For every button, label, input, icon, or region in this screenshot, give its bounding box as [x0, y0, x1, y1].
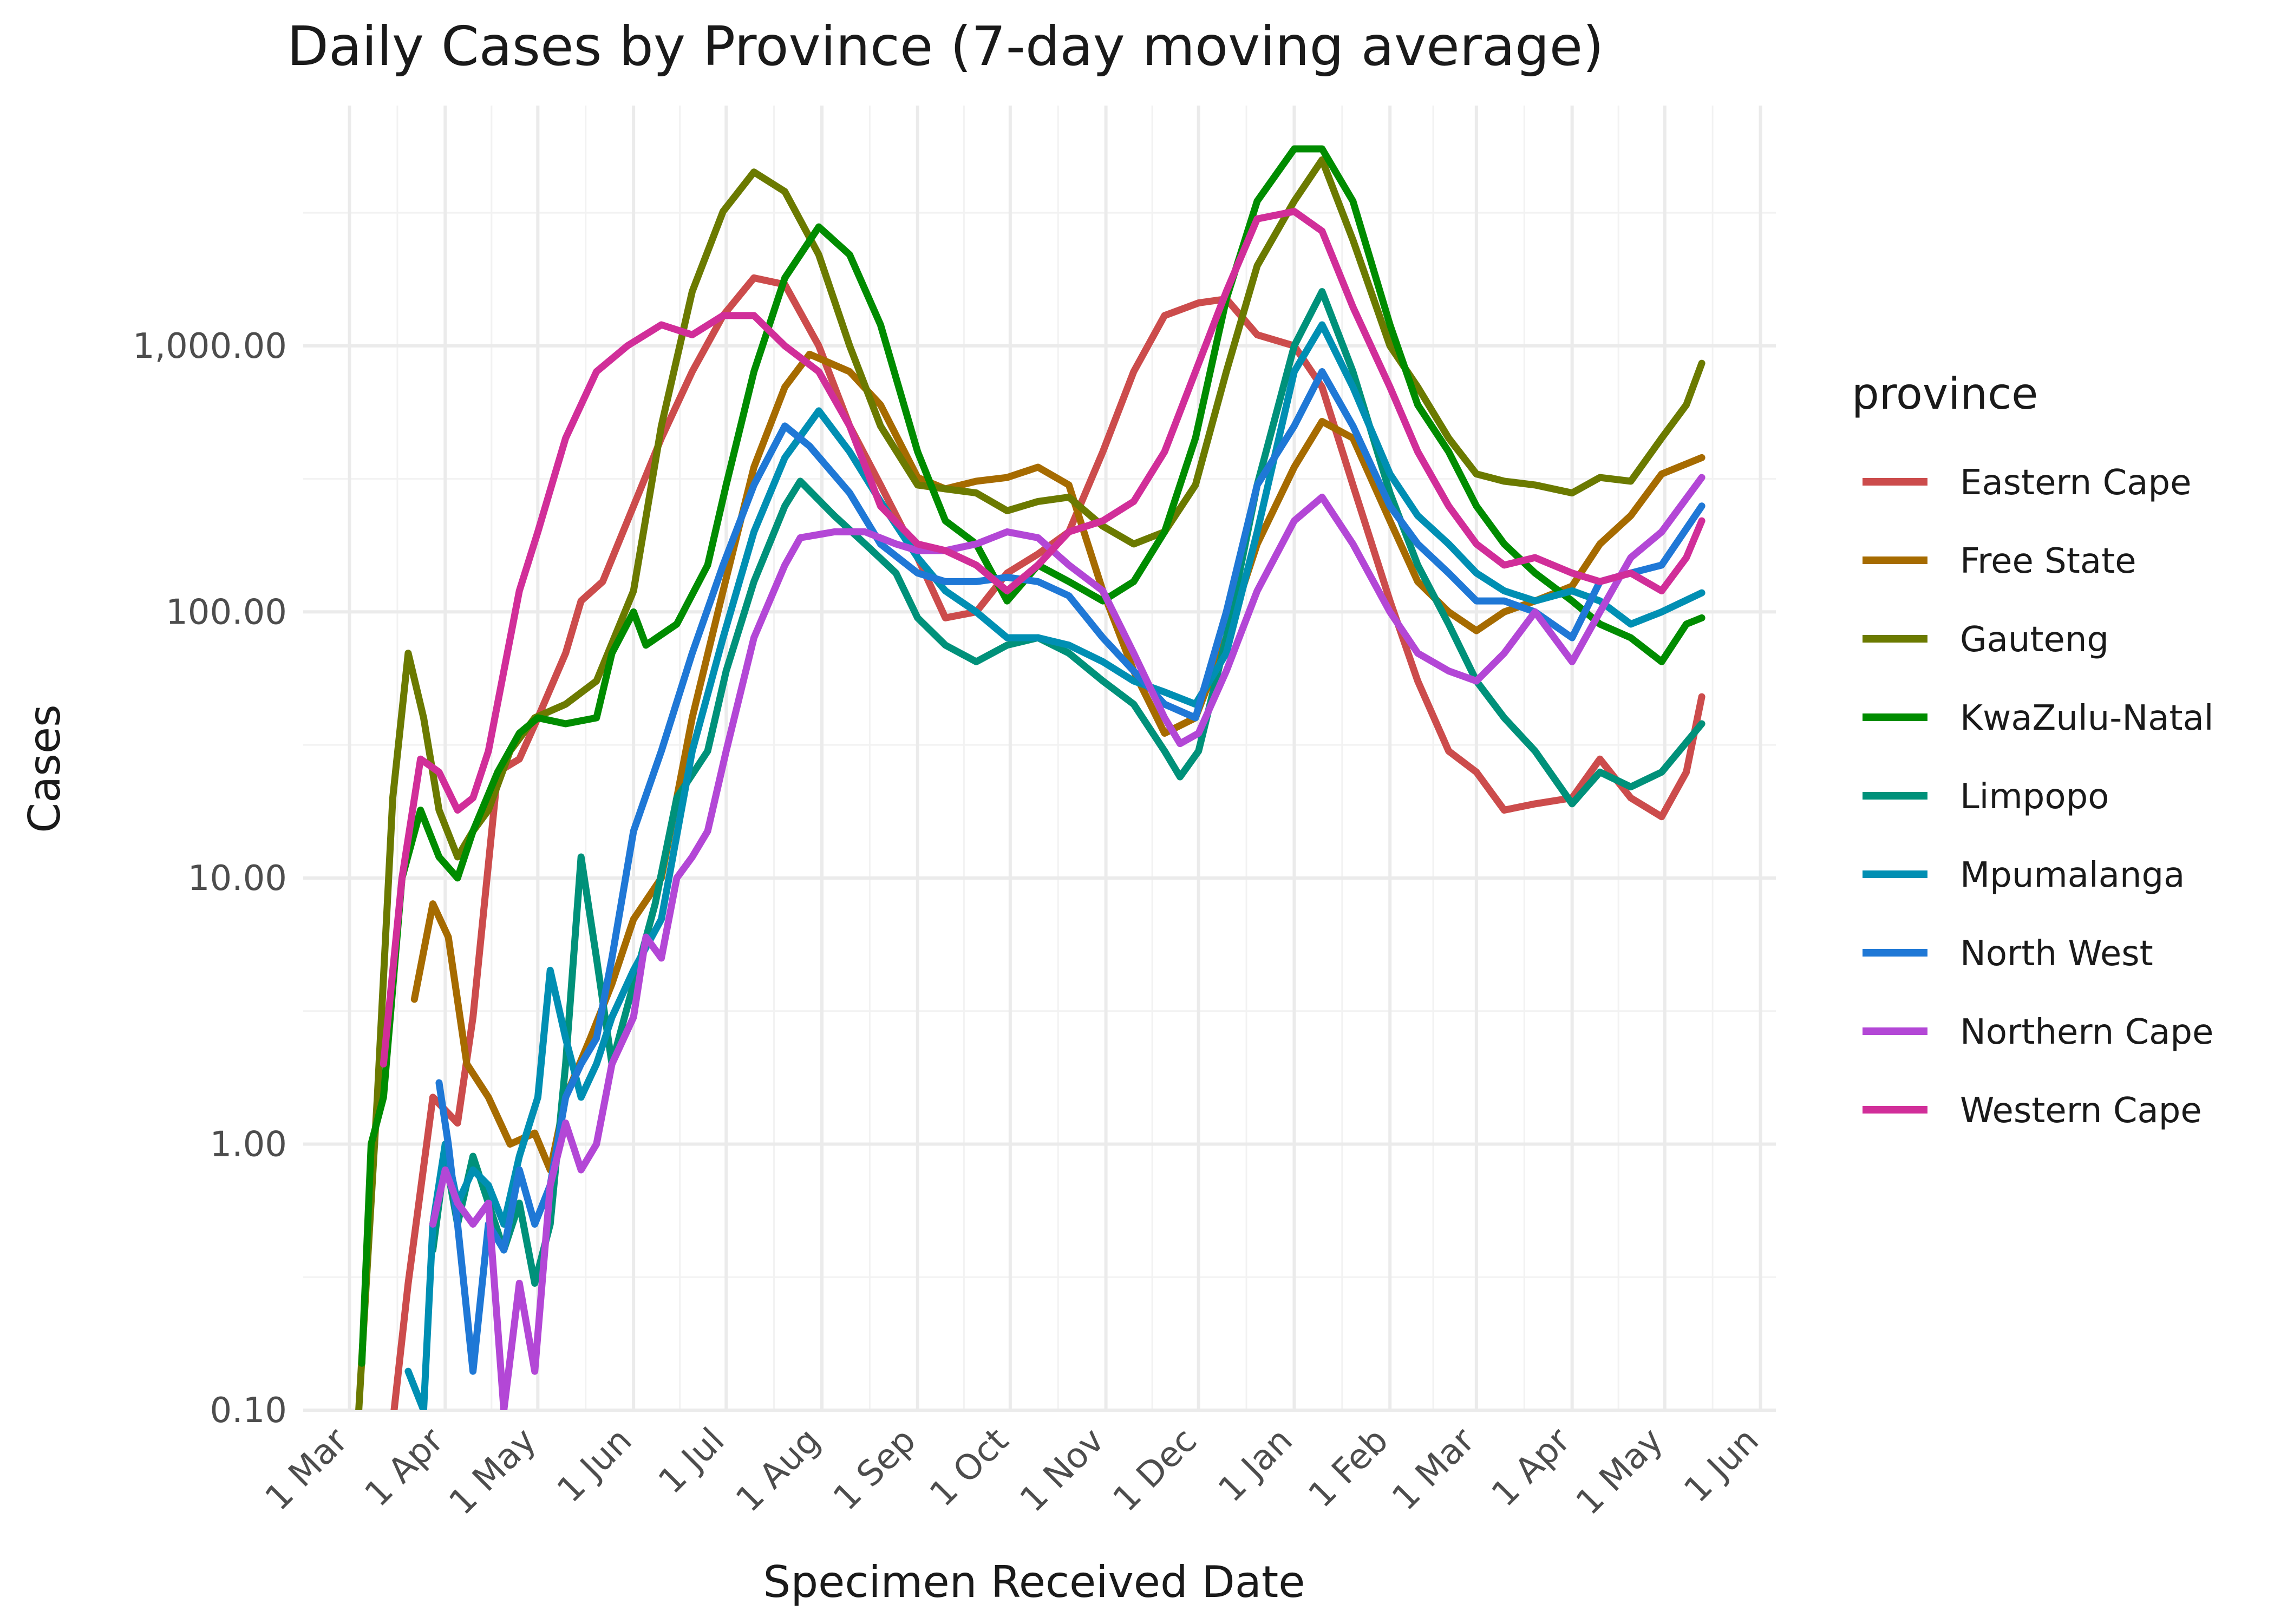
legend-label-gauteng: Gauteng [1960, 620, 2109, 660]
x-tick-label: 1 Oct [922, 1420, 1016, 1515]
x-tick-label: 1 May [1569, 1420, 1671, 1523]
x-tick-label: 1 Jul [651, 1420, 732, 1502]
series-line-kwazulu-natal [358, 145, 1706, 1367]
x-tick-label: 1 Dec [1106, 1420, 1205, 1520]
legend-label-free-state: Free State [1960, 541, 2136, 581]
x-tick-label: 1 Jun [550, 1420, 639, 1510]
series-line-limpopo [429, 288, 1706, 1287]
legend-label-western-cape: Western Cape [1960, 1091, 2202, 1131]
x-tick-label: 1 Jan [1211, 1420, 1300, 1510]
x-tick-label: 1 Apr [1484, 1420, 1578, 1515]
y-tick-label: 0.10 [210, 1391, 287, 1431]
x-tick-label: 1 Nov [1012, 1420, 1112, 1520]
x-tick-label: 1 Mar [258, 1420, 356, 1518]
x-tick-label: 1 Feb [1301, 1420, 1396, 1516]
x-tick-label: 1 May [442, 1420, 544, 1523]
y-axis-ticks: 0.10 1.00 10.00 100.00 1,000.00 [133, 326, 287, 1431]
legend-label-limpopo: Limpopo [1960, 777, 2109, 817]
x-tick-label: 1 Aug [728, 1420, 828, 1520]
x-axis-title: Specimen Received Date [763, 1557, 1305, 1607]
series-line-gauteng [355, 156, 1706, 1410]
legend-label-eastern-cape: Eastern Cape [1960, 463, 2191, 503]
y-axis-title: Cases [19, 704, 70, 833]
legend-label-mpumalanga: Mpumalanga [1960, 855, 2185, 895]
x-tick-label: 1 Mar [1384, 1420, 1482, 1518]
x-tick-label: 1 Sep [826, 1420, 924, 1518]
legend: province Eastern Cape Free State Gauteng Kw… [1852, 369, 2214, 1131]
series-line-mpumalanga [404, 321, 1706, 1410]
y-tick-label: 100.00 [166, 592, 287, 632]
y-tick-label: 1.00 [210, 1124, 287, 1164]
chart-title: Daily Cases by Province (7-day moving av… [287, 15, 1604, 78]
series-line-western-cape [380, 208, 1706, 1068]
legend-label-kwazulu-natal: KwaZulu-Natal [1960, 698, 2214, 738]
x-tick-label: 1 Apr [357, 1420, 452, 1515]
legend-label-northern-cape: Northern Cape [1960, 1012, 2213, 1052]
x-tick-label: 1 Jun [1677, 1420, 1767, 1510]
legend-label-north-west: North West [1960, 934, 2153, 974]
series-lines [355, 145, 1706, 1410]
series-line-northern-cape [429, 474, 1706, 1410]
legend-title: province [1852, 369, 2038, 419]
y-tick-label: 10.00 [188, 859, 287, 899]
y-tick-label: 1,000.00 [133, 326, 287, 366]
